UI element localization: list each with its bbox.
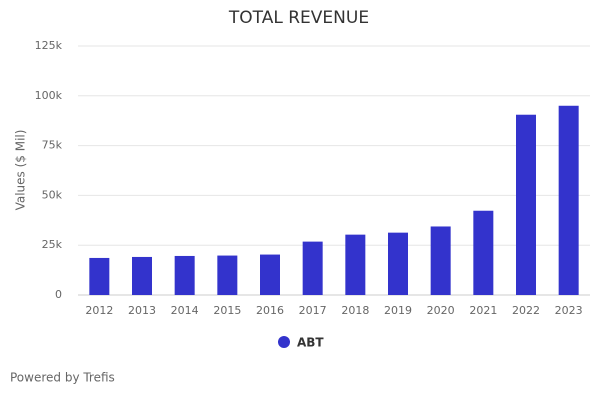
x-tick-label: 2013 <box>128 304 156 317</box>
bar <box>388 232 408 295</box>
y-tick-label: 50k <box>42 188 63 201</box>
y-tick-label: 100k <box>35 89 63 102</box>
bar <box>89 257 110 295</box>
bar <box>174 255 195 295</box>
bar <box>473 210 494 295</box>
x-tick-label: 2020 <box>427 304 455 317</box>
y-tick-label: 25k <box>42 238 63 251</box>
bar <box>132 256 152 295</box>
footer: Powered by Trefis <box>10 371 115 385</box>
x-tick-label: 2017 <box>299 304 327 317</box>
legend-marker <box>278 336 290 348</box>
y-tick-label: 125k <box>35 39 63 52</box>
bar <box>260 254 280 295</box>
x-tick-label: 2023 <box>555 304 583 317</box>
chart-title: TOTAL REVENUE <box>228 8 369 28</box>
legend-label: ABT <box>297 336 324 350</box>
x-tick-label: 2012 <box>85 304 113 317</box>
bar <box>516 114 536 295</box>
x-tick-label: 2022 <box>512 304 540 317</box>
y-tick-label: 75k <box>42 139 63 152</box>
bar <box>217 255 238 295</box>
bar <box>345 234 366 295</box>
x-tick-label: 2016 <box>256 304 284 317</box>
x-tick-label: 2021 <box>469 304 497 317</box>
bar <box>302 241 323 295</box>
y-tick-label: 0 <box>55 288 62 301</box>
bar <box>558 105 579 295</box>
x-tick-label: 2014 <box>171 304 199 317</box>
y-axis-label: Values ($ Mil) <box>14 130 28 211</box>
bar <box>430 226 451 295</box>
x-tick-label: 2015 <box>213 304 241 317</box>
x-tick-label: 2019 <box>384 304 412 317</box>
x-tick-label: 2018 <box>341 304 369 317</box>
